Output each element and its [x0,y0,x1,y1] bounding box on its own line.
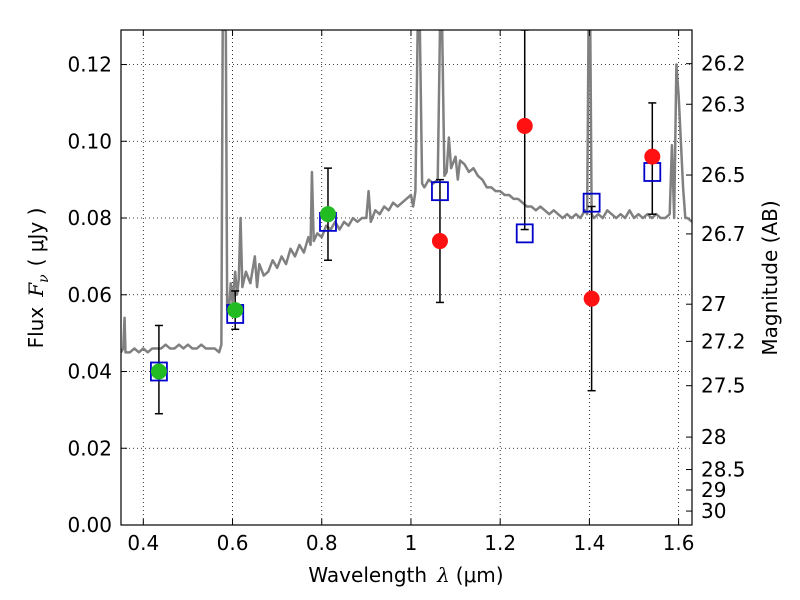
y-label-unit: ( μJy ) [24,208,48,267]
plot-area [121,30,692,354]
mag-tick-label: 27 [701,292,726,316]
x-tick-label: 1.2 [484,531,516,555]
weak-detection-point [516,117,533,134]
mag-tick-label: 30 [701,499,726,523]
mag-tick-label: 27.5 [701,374,746,398]
x-tick-label: 1.6 [663,531,695,555]
y2-axis-label: Magnitude (AB) [758,200,782,355]
x-tick-label: 0.4 [127,531,159,555]
x-axis-label: Wavelength λ (μm) [308,563,503,587]
model-sed-line [121,30,692,354]
y-tick-label: 0.12 [67,53,112,77]
tick-labels: 0.4 0.6 0.8 1 1.2 1.4 1.6 0.00 0.02 0.04 0.06 0.08 0… [67,52,745,555]
mag-tick-label: 26.7 [701,222,746,246]
grid-lines [121,30,692,525]
y-label-subscript: ν [36,274,52,283]
error-bars [154,30,657,415]
plot-frame [120,29,693,526]
mag-tick-label: 29 [701,478,726,502]
model-photometry-square [582,192,601,213]
model-photometry-square [515,223,534,244]
mag-tick-label: 27.2 [701,329,746,353]
y-tick-label: 0.08 [67,206,112,230]
x-tick-label: 0.6 [217,531,249,555]
x-label-prefix: Wavelength [308,563,427,587]
x-label-symbol: λ [436,563,450,587]
y-axis-label: Flux Fν ( μJy ) [24,208,52,349]
mag-tick-label: 26.2 [701,52,746,76]
axis-ticks [121,30,692,526]
y-tick-label: 0.06 [67,283,112,307]
mag-tick-label: 28 [701,425,726,449]
x-label-unit: (μm) [456,563,504,587]
x-tick-label: 1.4 [573,531,605,555]
weak-detection-point [431,233,448,250]
y-tick-label: 0.04 [67,360,112,384]
model-photometry-square [431,181,449,202]
weak-detection-point [644,148,661,165]
y-tick-label: 0.02 [67,436,112,460]
mag-tick-label: 28.5 [701,458,746,482]
x-tick-label: 0.8 [306,531,338,555]
weak-detection-point [583,290,600,307]
y-label-symbol: F [24,282,48,298]
mag-tick-label: 26.5 [701,163,746,187]
y-tick-label: 0.00 [67,513,112,537]
detection-point [227,302,244,319]
y-tick-label: 0.10 [67,129,112,153]
detection-point [319,206,336,223]
markers [150,117,662,382]
mag-tick-label: 26.3 [701,92,746,116]
y-label-prefix: Flux [24,307,48,349]
x-tick-label: 1 [405,531,418,555]
detection-point [150,363,167,380]
